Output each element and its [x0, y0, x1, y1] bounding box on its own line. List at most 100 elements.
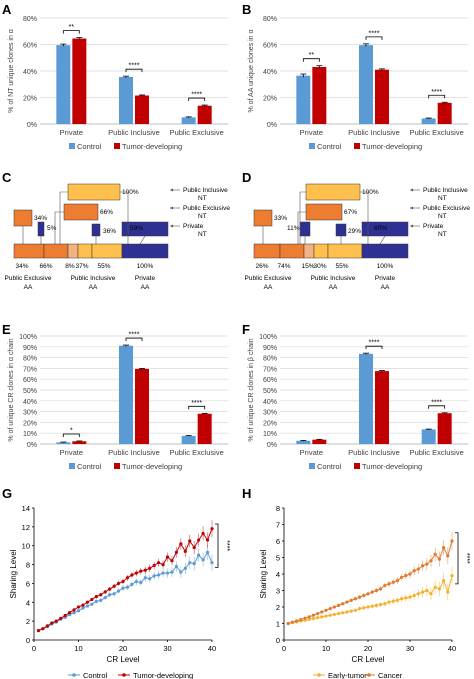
data-point — [328, 607, 332, 611]
data-point — [383, 583, 387, 588]
x-tick-label: Public Inclusive — [348, 128, 400, 137]
bar — [72, 441, 87, 444]
flow-segment-label: 34% — [15, 263, 28, 270]
flow-base-segment — [13, 243, 45, 259]
data-point — [90, 602, 94, 606]
flow-top-bar — [305, 203, 343, 221]
data-point — [161, 562, 165, 567]
flow-base-segment — [43, 243, 69, 259]
significance-bracket — [365, 345, 383, 350]
y-tick-label: 70% — [23, 366, 37, 373]
data-point — [90, 597, 94, 602]
data-point — [425, 588, 429, 593]
chart-a: 0% 20% 40% 60% 80% % of NT unique clones in α… — [8, 16, 228, 151]
legend-label: NT — [198, 213, 207, 220]
y-tick-label: 4 — [276, 570, 280, 579]
y-tick-label: 20% — [263, 96, 277, 103]
x-tick-label: Private — [60, 448, 83, 457]
legend-label: NT — [438, 213, 447, 220]
data-point — [337, 603, 341, 607]
data-point — [63, 613, 67, 618]
significance-marker: **** — [191, 400, 202, 407]
panel-label-a: A — [2, 2, 12, 17]
bar — [375, 69, 389, 124]
flow-group-label: Private — [135, 275, 156, 282]
y-axis-title: Sharing Level — [259, 549, 268, 598]
legend-arrowhead — [170, 188, 173, 192]
flow-top-bar-label: 59% — [130, 225, 143, 232]
bar — [296, 440, 311, 444]
data-point — [421, 590, 425, 594]
flow-group-label: AA — [381, 284, 390, 291]
bar — [181, 117, 196, 124]
flow-segment-label: 37% — [75, 263, 88, 270]
y-tick-label: 90% — [263, 345, 277, 352]
chart-g: 0 2 4 6 8 10 12 14 0 10 20 30 40 CR Level Sharing Leve… — [9, 504, 230, 679]
y-tick-label: 60% — [263, 43, 277, 50]
data-point — [103, 595, 107, 600]
y-tick-label: 20% — [23, 420, 37, 427]
data-point — [161, 571, 165, 575]
x-tick-label: 20 — [364, 644, 372, 653]
y-tick-label: 40% — [263, 69, 277, 76]
data-point — [108, 587, 112, 591]
flow-group-label: AA — [89, 284, 98, 291]
data-point — [374, 603, 378, 607]
bar — [56, 45, 71, 124]
flow-segment-label: 100% — [377, 263, 394, 270]
data-point — [81, 603, 85, 607]
data-point — [391, 580, 395, 584]
data-point — [103, 590, 107, 594]
flow-top-bar-label: 29% — [348, 228, 361, 235]
y-tick-label: 40% — [263, 399, 277, 406]
flow-top-bar-label: 36% — [103, 228, 116, 235]
x-tick-label: 0 — [282, 644, 286, 653]
data-point — [341, 602, 345, 606]
y-tick-label: 0% — [267, 122, 277, 129]
bar — [119, 76, 133, 124]
data-point — [387, 600, 391, 604]
data-point — [188, 561, 192, 565]
y-tick-label: 7 — [276, 521, 280, 530]
legend-swatch — [114, 463, 120, 469]
significance-marker: **** — [431, 399, 442, 406]
x-tick-label: 40 — [208, 644, 216, 653]
data-point — [295, 619, 299, 623]
x-tick-label: Public Inclusive — [348, 448, 400, 457]
chart-h: 0 1 2 3 4 5 6 7 8 0 10 20 30 40 CR Level Sharing Level *… — [259, 504, 470, 679]
legend-swatch — [309, 463, 315, 469]
y-tick-label: 60% — [263, 377, 277, 384]
legend-marker — [122, 673, 126, 677]
data-point — [134, 579, 138, 584]
flow-base-segment — [313, 243, 329, 259]
legend-marker — [367, 673, 371, 677]
y-tick-label: 40% — [23, 399, 37, 406]
y-tick-label: 4 — [26, 598, 30, 607]
bar — [437, 102, 452, 124]
data-point — [421, 564, 425, 568]
significance-bracket — [455, 532, 459, 585]
data-point — [183, 549, 187, 553]
legend-arrowhead — [170, 206, 173, 210]
data-point — [121, 586, 125, 590]
data-point — [370, 590, 374, 594]
significance-marker: * — [70, 427, 73, 434]
data-point — [286, 621, 290, 626]
data-point — [332, 605, 336, 609]
y-tick-label: 8 — [26, 561, 30, 570]
x-axis-title: CR Level — [107, 655, 140, 664]
y-tick-label: 50% — [263, 388, 277, 395]
data-point — [157, 561, 161, 565]
data-point — [210, 561, 214, 565]
bar — [197, 105, 212, 124]
data-point — [320, 615, 324, 619]
data-point — [429, 559, 433, 563]
bar — [312, 439, 327, 444]
flow-top-bar — [13, 209, 33, 227]
data-point — [391, 599, 395, 603]
bar — [296, 75, 311, 124]
bar — [135, 95, 149, 124]
y-tick-label: 10% — [263, 431, 277, 438]
data-point — [416, 592, 420, 596]
